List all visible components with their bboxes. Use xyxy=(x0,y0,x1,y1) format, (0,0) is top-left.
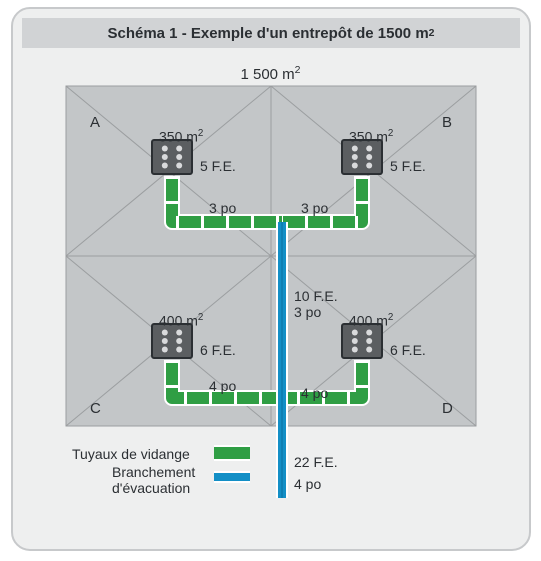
quadrant-label-a: A xyxy=(90,114,100,131)
fe-label-d: 6 F.E. xyxy=(390,342,426,358)
label-4po-d: 4 po xyxy=(301,385,328,401)
label-22fe: 22 F.E. xyxy=(294,454,338,470)
floor-drain-b xyxy=(342,140,382,174)
floor-drain-a xyxy=(152,140,192,174)
label-end-4po: 4 po xyxy=(294,476,321,492)
fe-label-a: 5 F.E. xyxy=(200,158,236,174)
legend-label-drain-pipes: Tuyaux de vidange xyxy=(72,446,190,462)
legend-label-evac-1: Branchement xyxy=(112,464,195,480)
label-10fe: 10 F.E. xyxy=(294,288,338,304)
area-label-c: 400 m2 xyxy=(159,312,203,329)
area-label-a: 350 m2 xyxy=(159,128,203,145)
label-mid-3po: 3 po xyxy=(294,304,321,320)
quadrant-label-b: B xyxy=(442,114,452,131)
fe-label-c: 6 F.E. xyxy=(200,342,236,358)
area-label-b: 350 m2 xyxy=(349,128,393,145)
label-4po-c: 4 po xyxy=(209,378,236,394)
header-total-area: 1 500 m2 xyxy=(0,64,541,83)
quadrant-label-d: D xyxy=(442,400,453,417)
quadrant-label-c: C xyxy=(90,400,101,417)
floor-drain-c xyxy=(152,324,192,358)
label-3po-a: 3 po xyxy=(209,200,236,216)
floor-drain-d xyxy=(342,324,382,358)
fe-label-b: 5 F.E. xyxy=(390,158,426,174)
title-bar: Schéma 1 - Exemple d'un entrepôt de 1500… xyxy=(22,18,520,48)
label-3po-b: 3 po xyxy=(301,200,328,216)
legend-label-evac-2: d'évacuation xyxy=(112,480,190,496)
area-label-d: 400 m2 xyxy=(349,312,393,329)
